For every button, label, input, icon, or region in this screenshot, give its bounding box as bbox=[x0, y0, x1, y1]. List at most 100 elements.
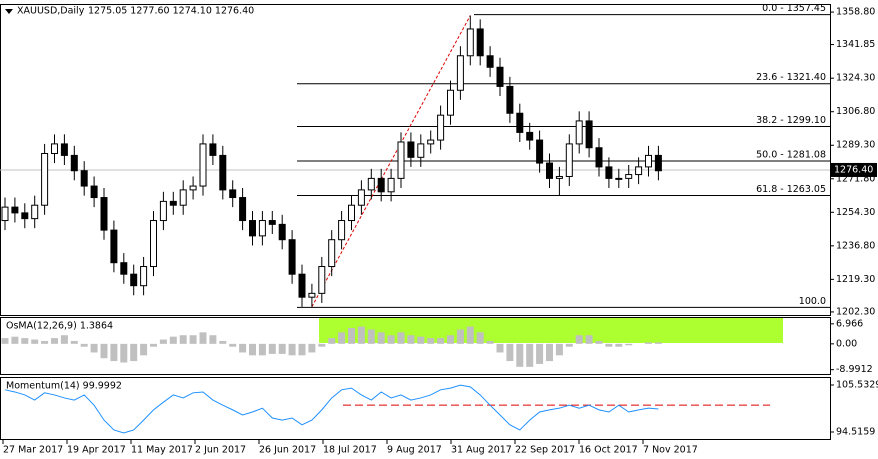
momentum-title: Momentum(14) 99.9992 bbox=[6, 381, 122, 392]
osma-bar bbox=[308, 343, 316, 353]
osma-bar bbox=[377, 332, 385, 344]
candle-body bbox=[476, 28, 484, 57]
osma-bar bbox=[496, 343, 504, 353]
candle-body bbox=[338, 220, 346, 241]
x-tick-label: 18 Jul 2017 bbox=[323, 445, 377, 456]
osma-bar bbox=[1, 338, 9, 344]
osma-bar bbox=[140, 343, 148, 356]
candle-body bbox=[447, 89, 454, 116]
current-price-box bbox=[831, 162, 877, 177]
osma-bar bbox=[199, 332, 207, 344]
fib-label: 23.6 - 1321.40 bbox=[756, 72, 826, 83]
osma-bar bbox=[239, 343, 247, 353]
osma-bar bbox=[278, 343, 286, 354]
y-tick-label: 1219.30 bbox=[836, 274, 875, 285]
osma-bar bbox=[486, 340, 494, 344]
osma-bar bbox=[110, 343, 118, 362]
fib-label: 100.0 bbox=[799, 296, 826, 307]
candle-body bbox=[51, 143, 58, 154]
candle-body bbox=[427, 139, 435, 145]
osma-bar bbox=[546, 343, 553, 362]
osma-bar bbox=[447, 335, 454, 344]
candle-body bbox=[229, 189, 237, 199]
candle-body bbox=[41, 152, 49, 206]
y-tick-label: 1271.80 bbox=[836, 173, 875, 184]
candle-body bbox=[387, 177, 395, 193]
osma-bar bbox=[615, 343, 623, 347]
osma-bar bbox=[456, 329, 464, 344]
momentum-line bbox=[4, 384, 659, 434]
osma-bar bbox=[565, 343, 573, 347]
osma-panel-frame bbox=[0, 317, 831, 375]
osma-bar bbox=[70, 340, 78, 344]
candle-body bbox=[367, 177, 375, 191]
osma-bar bbox=[268, 343, 276, 354]
osma-bar bbox=[427, 338, 435, 344]
osma-bar bbox=[120, 343, 128, 363]
osma-bar bbox=[258, 343, 266, 356]
osma-bar bbox=[219, 340, 227, 344]
momentum-tick-label: 94.5159 bbox=[836, 426, 875, 437]
osma-bar bbox=[645, 342, 652, 344]
osma-bar bbox=[348, 328, 355, 344]
osma-bar bbox=[437, 338, 445, 344]
candle-body bbox=[239, 197, 247, 222]
symbol-menu-icon[interactable] bbox=[5, 9, 13, 14]
osma-bar bbox=[397, 332, 405, 344]
osma-bar bbox=[595, 340, 603, 344]
highlight-rectangle bbox=[319, 318, 783, 343]
candle-body bbox=[407, 141, 415, 158]
osma-bar bbox=[159, 339, 167, 344]
osma-bar bbox=[21, 338, 29, 344]
osma-bar bbox=[476, 332, 484, 344]
candle-body bbox=[585, 120, 593, 149]
osma-bar bbox=[605, 343, 613, 347]
candle-body bbox=[496, 66, 504, 87]
candle-body bbox=[466, 28, 474, 57]
x-tick-label: 7 Nov 2017 bbox=[643, 445, 698, 456]
y-tick-label: 1324.30 bbox=[836, 73, 875, 84]
candle-body bbox=[615, 177, 623, 180]
trend-line bbox=[311, 15, 471, 308]
candle-body bbox=[249, 220, 256, 237]
candle-body bbox=[357, 189, 365, 206]
main-panel-frame bbox=[0, 4, 831, 316]
candle-body bbox=[60, 143, 68, 156]
candle-body bbox=[645, 154, 652, 168]
osma-bar bbox=[387, 335, 395, 344]
candle-body bbox=[179, 189, 187, 206]
x-tick-label: 11 May 2017 bbox=[131, 445, 193, 456]
osma-bar bbox=[80, 343, 88, 347]
candle-body bbox=[555, 175, 563, 179]
candle-body bbox=[417, 143, 425, 158]
x-tick-label: 22 Sep 2017 bbox=[515, 445, 575, 456]
candle-body bbox=[1, 206, 9, 222]
candle-body bbox=[605, 166, 613, 179]
osma-bar bbox=[318, 343, 326, 347]
candle-body bbox=[318, 266, 326, 294]
momentum-tick-label: 105.5329 bbox=[836, 379, 878, 390]
candle-body bbox=[110, 229, 118, 264]
osma-bar bbox=[407, 335, 415, 344]
x-tick-label: 27 Mar 2017 bbox=[3, 445, 63, 456]
osma-bar bbox=[130, 343, 138, 362]
x-tick-label: 16 Oct 2017 bbox=[579, 445, 638, 456]
candle-body bbox=[526, 131, 534, 141]
osma-bar bbox=[506, 343, 514, 362]
candle-body bbox=[625, 174, 633, 179]
osma-bar bbox=[31, 339, 39, 344]
candle-body bbox=[278, 223, 286, 241]
candle-body bbox=[219, 154, 227, 191]
candle-body bbox=[565, 143, 573, 177]
osma-bar bbox=[41, 340, 49, 344]
osma-bar bbox=[209, 335, 217, 344]
candle-body bbox=[189, 185, 197, 191]
candle-body bbox=[258, 220, 266, 237]
osma-bar bbox=[51, 338, 58, 344]
y-tick-label: 1202.30 bbox=[836, 306, 875, 317]
x-tick-label: 2 Jun 2017 bbox=[195, 445, 246, 456]
osma-bar bbox=[11, 336, 19, 344]
osma-bar bbox=[179, 335, 187, 344]
osma-bar bbox=[526, 343, 534, 367]
candle-body bbox=[308, 292, 316, 298]
